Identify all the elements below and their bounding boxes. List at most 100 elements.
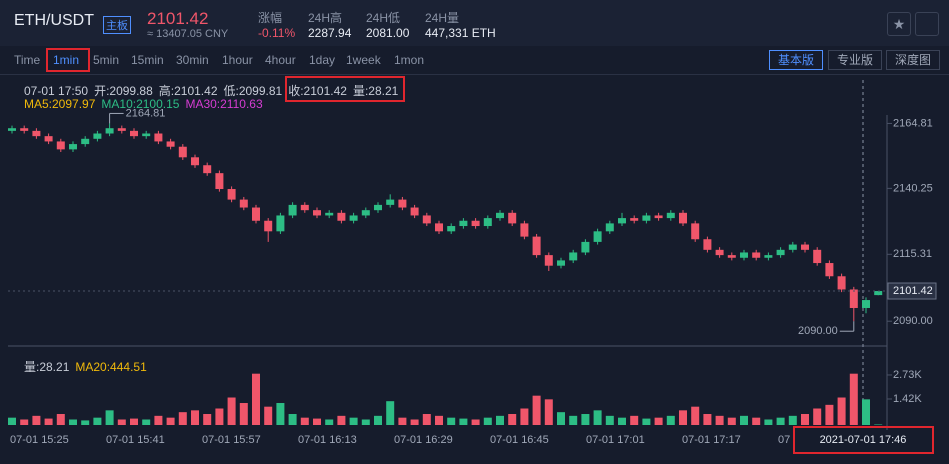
volume-bar — [642, 418, 651, 425]
candle-body — [630, 218, 639, 221]
volume-bar — [825, 404, 834, 425]
volume-bar — [191, 410, 199, 425]
candle-body — [154, 133, 163, 142]
volume-bar — [81, 420, 90, 425]
highlight-box — [793, 426, 934, 454]
volume-bar — [605, 415, 614, 425]
interval-button[interactable]: 1mon — [394, 53, 425, 67]
volume-bar — [227, 397, 236, 425]
interval-button[interactable]: 1min — [53, 53, 80, 67]
settings-button[interactable] — [915, 12, 939, 36]
candle-body — [569, 252, 578, 261]
candle-body — [593, 231, 602, 242]
candle-body — [740, 252, 748, 258]
info-line: 07-01 17:50 开:2099.88 高:2101.42 低:2099.81 收:… — [24, 82, 404, 99]
y-tick-label: 2140.25 — [893, 182, 933, 194]
candle-body — [56, 141, 65, 150]
candle-body — [410, 207, 419, 216]
stat-value: -0.11% — [258, 26, 296, 40]
volume-bar — [203, 414, 212, 425]
candle-body — [300, 204, 309, 211]
y-tick-label: 1.42K — [893, 393, 922, 405]
volume-bar — [776, 417, 785, 425]
candle-body — [313, 210, 321, 216]
volume-label: 量:28.21 — [24, 360, 70, 374]
candle-body — [81, 138, 90, 145]
volume-bar — [313, 418, 321, 425]
candle-body — [178, 146, 187, 158]
volume-bar — [788, 415, 797, 425]
divider — [0, 74, 949, 75]
view-button[interactable]: 基本版 — [769, 50, 823, 70]
stat-value: 2081.00 — [366, 26, 410, 40]
interval-button[interactable]: 1hour — [222, 53, 253, 67]
y-tick-label: 2090.00 — [893, 315, 933, 327]
ma-label: MA10:2100.15 — [101, 97, 180, 111]
volume-bar — [410, 419, 419, 425]
ma-label: MA5:2097.97 — [24, 97, 96, 111]
volume-bar — [544, 399, 553, 425]
candle-body — [203, 165, 212, 174]
volume-bar — [679, 410, 687, 425]
volume-bar — [178, 412, 187, 425]
view-button[interactable]: 深度图 — [886, 50, 940, 70]
candle-body — [44, 136, 53, 142]
volume-bar — [8, 417, 16, 425]
interval-button[interactable]: Time — [14, 53, 41, 67]
x-tick-label: 07-01 15:41 — [106, 434, 165, 446]
volume-bar — [349, 417, 358, 425]
volume-bar — [142, 419, 151, 425]
candle-body — [496, 212, 504, 219]
candle-body — [557, 260, 565, 266]
x-tick-label: 07-01 17:01 — [586, 434, 645, 446]
candle-body — [215, 173, 224, 190]
candle-body — [727, 255, 736, 258]
volume-bar — [801, 414, 809, 425]
candle-body — [227, 189, 236, 200]
candle-body — [398, 199, 407, 208]
interval-button[interactable]: 30min — [176, 53, 209, 67]
last-price-label: 2101.42 — [893, 285, 933, 297]
ma-line: MA5:2097.97 MA10:2100.15 MA30:2110.63 — [24, 97, 269, 111]
candle-body — [849, 289, 858, 308]
candle-body — [130, 130, 138, 137]
interval-button[interactable]: 4hour — [265, 53, 296, 67]
candle-body — [581, 241, 590, 253]
interval-button[interactable]: 15min — [131, 53, 164, 67]
volume-bar — [361, 419, 370, 425]
volume-bar — [532, 395, 541, 425]
volume-bar — [837, 397, 846, 425]
candle-body — [703, 239, 712, 250]
candle-body — [825, 263, 834, 277]
interval-button[interactable]: 1day — [309, 53, 336, 67]
volume-bar — [703, 414, 712, 425]
header-bar — [0, 0, 949, 46]
candle-body — [654, 215, 663, 219]
candle-body — [288, 204, 297, 216]
volume-label: MA20:444.51 — [75, 360, 147, 374]
interval-button[interactable]: 1week — [346, 53, 381, 67]
pair[interactable]: ETH/USDT — [14, 12, 94, 29]
volume-bar — [93, 417, 102, 425]
volume-bar — [398, 417, 407, 425]
y-tick-label: 2.73K — [893, 369, 922, 381]
volume-bar — [44, 418, 53, 425]
volume-bar — [740, 415, 748, 425]
candle-body — [764, 255, 773, 258]
candle-body — [532, 236, 541, 256]
stat-label: 24H低 — [366, 11, 401, 25]
volume-bar — [691, 406, 700, 425]
candle-body — [374, 204, 382, 211]
crosshair-label: 2021-07-01 17:46 — [820, 434, 907, 446]
highlight-box — [285, 76, 405, 102]
favorite-button[interactable]: ★ — [887, 12, 911, 36]
stat-value: 447,331 ETH — [425, 26, 496, 40]
candle-body — [788, 244, 797, 250]
volume-bar — [618, 417, 626, 425]
view-button[interactable]: 专业版 — [828, 50, 882, 70]
interval-button[interactable]: 5min — [93, 53, 120, 67]
candle-body — [422, 215, 431, 224]
volume-bar — [715, 415, 724, 425]
